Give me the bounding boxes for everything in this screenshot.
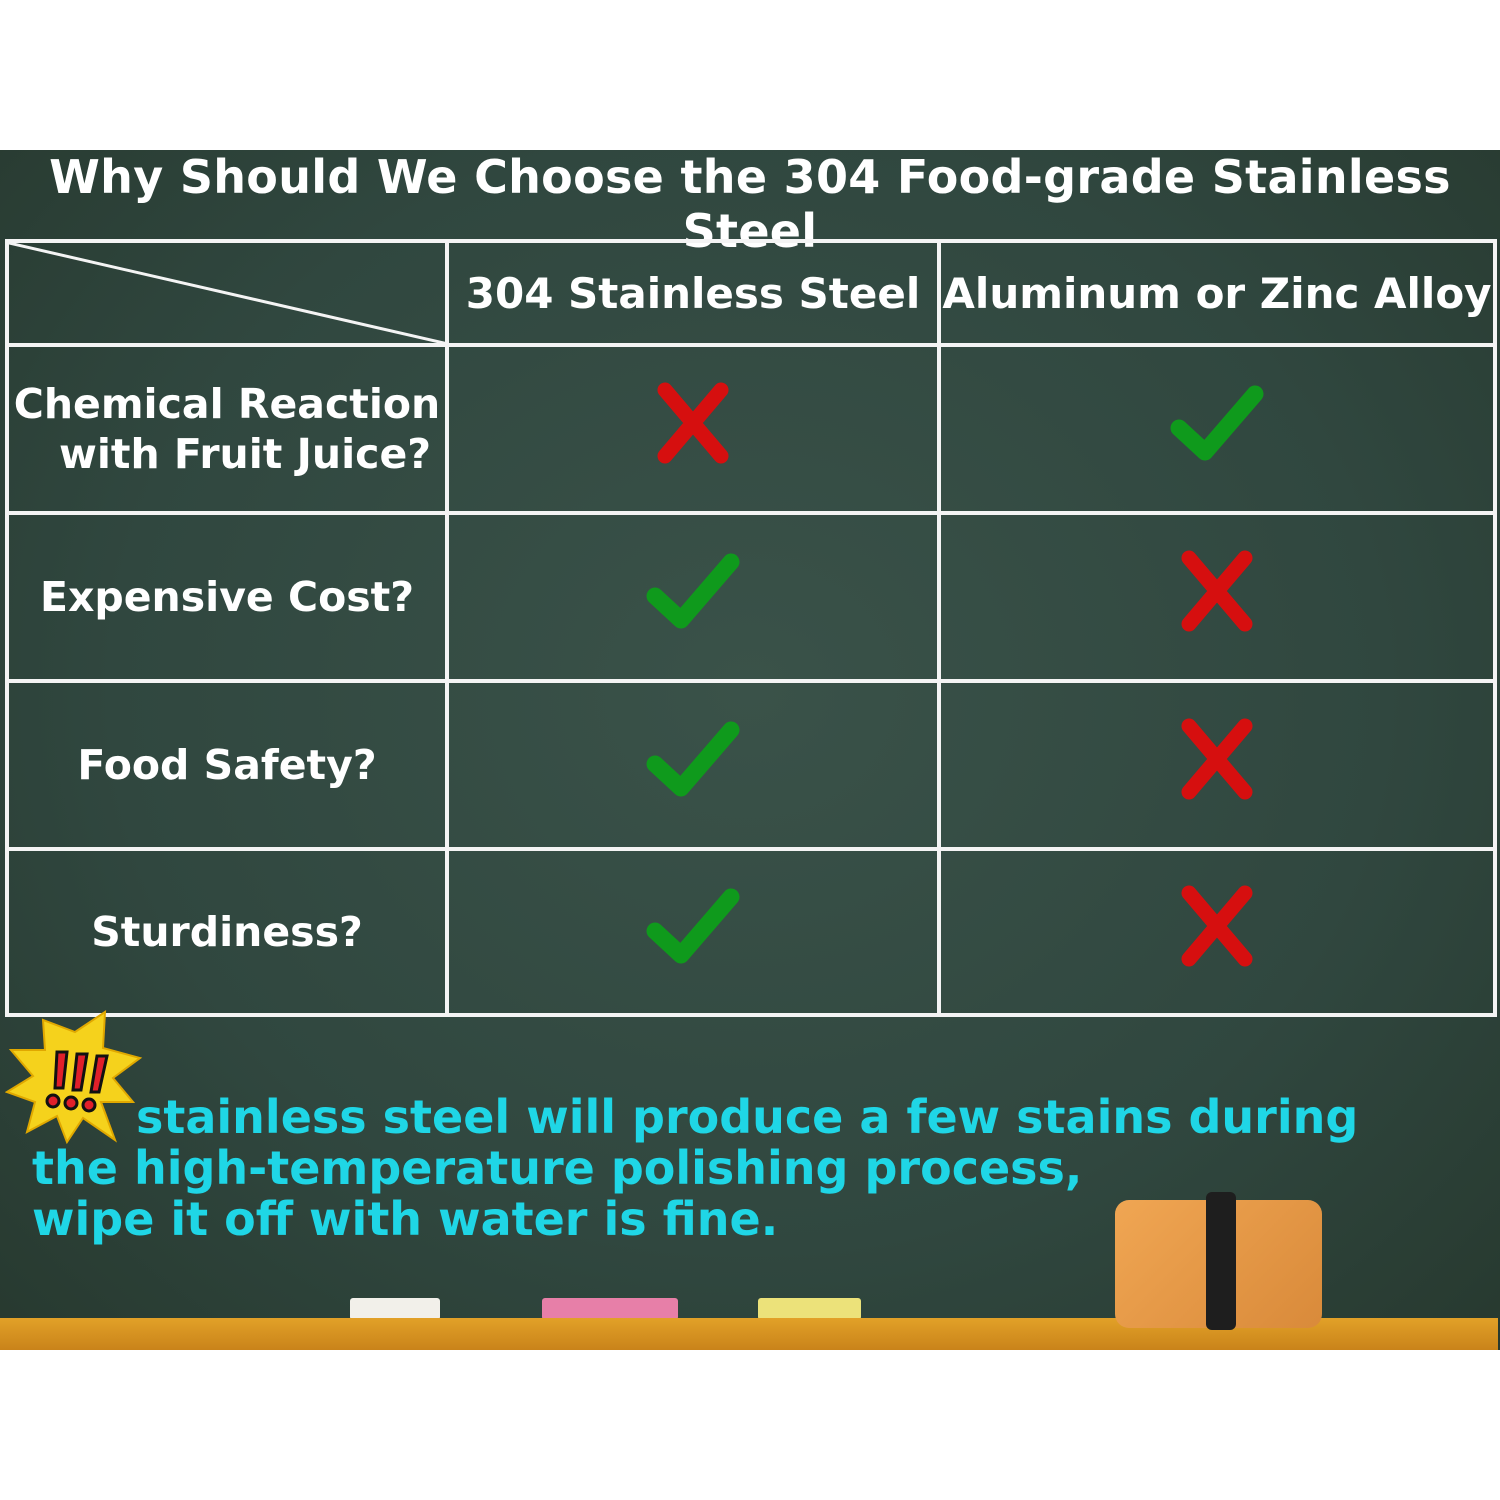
note-line: wipe it off with water is fine. [32,1192,779,1246]
row-label-line: Sturdiness? [91,907,363,956]
page-title: Why Should We Choose the 304 Food-grade … [49,150,1451,258]
yellow-chalk [758,1298,861,1320]
row-label: Sturdiness? [5,846,449,1018]
check-icon [445,510,941,684]
row-label-line: Chemical Reaction [13,379,441,428]
check-icon [937,343,1497,515]
column-header-alloy: Aluminum or Zinc Alloy [937,238,1497,348]
row-label-line: with Fruit Juice? [58,429,432,478]
row-label-line: Food Safety? [77,740,377,789]
comparison-table: 304 Stainless Steel Aluminum or Zinc All… [5,238,1497,1018]
check-icon [445,846,941,1018]
cross-icon [445,343,941,515]
table-header-row: 304 Stainless Steel Aluminum or Zinc All… [5,238,1497,348]
note-line: the high-temperature polishing process, [32,1141,1083,1195]
note-line: stainless steel will produce a few stain… [136,1090,1359,1144]
eraser-strap [1206,1192,1236,1330]
white-chalk [350,1298,440,1320]
cross-icon [937,846,1497,1018]
row-label-line: Expensive Cost? [39,572,415,621]
row-label: Food Safety? [5,679,449,851]
table-row: Food Safety? [5,679,1497,851]
exclamation-burst-icon [4,1010,143,1145]
diagonal-header-cell [5,238,449,348]
column-header-stainless: 304 Stainless Steel [445,238,941,348]
table-row: Expensive Cost? [5,510,1497,684]
row-label: Chemical Reaction with Fruit Juice? [5,343,449,515]
row-label: Expensive Cost? [5,510,449,684]
cross-icon [937,679,1497,851]
table-row: Sturdiness? [5,846,1497,1018]
cross-icon [937,510,1497,684]
table-row: Chemical Reaction with Fruit Juice? [5,343,1497,515]
pink-chalk [542,1298,678,1320]
care-note: stainless steel will produce a few stain… [32,1092,1358,1245]
check-icon [445,679,941,851]
